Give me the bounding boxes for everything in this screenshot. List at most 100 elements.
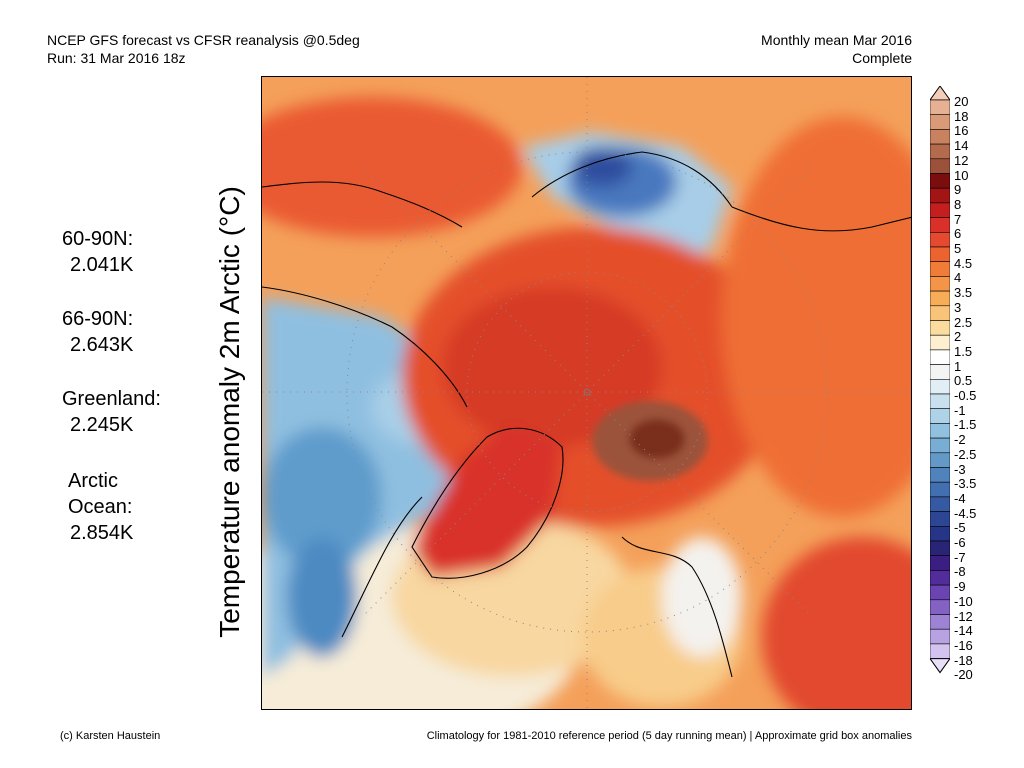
colorbar-segment: [930, 540, 950, 556]
colorbar-tick-label: 6: [954, 226, 962, 242]
header-left: NCEP GFS forecast vs CFSR reanalysis @0.…: [47, 31, 360, 67]
colorbar-tick-label: 16: [954, 123, 969, 139]
colorbar-tick-label: 0.5: [954, 373, 973, 389]
colorbar-segment: [930, 628, 950, 645]
colorbar-segment: [930, 246, 950, 262]
colorbar-tick-label: 18: [954, 108, 969, 124]
graticule: [262, 77, 911, 709]
colorbar-tick-label: -12: [954, 608, 973, 624]
colorbar-max-arrow: [930, 86, 950, 101]
colorbar-tick-label: 2: [954, 329, 962, 345]
colorbar-segment: [930, 99, 950, 115]
colorbar-tick-label: 1: [954, 358, 962, 374]
colorbar-segment: [930, 496, 950, 512]
colorbar-tick-label: -14: [954, 623, 973, 639]
colorbar-tick-label: -18: [954, 652, 973, 668]
colorbar-tick-label: -20: [954, 667, 973, 683]
colorbar-tick-label: 8: [954, 196, 962, 212]
colorbar-tick-label: -3.5: [954, 476, 977, 492]
colorbar-segment: [930, 129, 950, 145]
stat-label: 60-90N:: [62, 228, 134, 250]
colorbar-segment: [930, 378, 950, 395]
colorbar-tick-label: 4.5: [954, 255, 973, 271]
colorbar-tick-label: 4: [954, 270, 962, 286]
colorbar-segment: [930, 158, 950, 174]
credit: (c) Karsten Haustein: [60, 730, 161, 742]
colorbar-segment: [930, 643, 950, 659]
map-title: NCEP GFS forecast vs CFSR reanalysis @0.…: [47, 32, 360, 48]
colorbar-segment: [930, 437, 950, 454]
colorbar-tick-label: -2.5: [954, 446, 977, 462]
status-label: Complete: [852, 50, 912, 66]
colorbar-tick-label: -2: [954, 432, 966, 448]
colorbar-segment: [930, 570, 950, 586]
colorbar-tick-label: -16: [954, 637, 973, 653]
colorbar-segment: [930, 320, 950, 336]
colorbar-tick-label: 1.5: [954, 343, 973, 359]
colorbar-tick-label: -9: [954, 579, 966, 595]
run-time: Run: 31 Mar 2016 18z: [47, 50, 186, 66]
colorbar-segment: [930, 187, 950, 204]
colorbar-segment: [930, 467, 950, 483]
colorbar-tick-label: 3: [954, 299, 962, 315]
colorbar-min-arrow: [930, 658, 950, 674]
stat-label: 66-90N:: [62, 308, 134, 330]
colorbar-tick-label: 14: [954, 138, 969, 154]
colorbar-tick-label: -5: [954, 520, 966, 536]
coastlines: [262, 151, 911, 678]
colorbar-segment: [930, 349, 950, 365]
colorbar-segment: [930, 614, 950, 630]
stat-66-90n: 66-90N: 2.643K: [62, 306, 133, 358]
colorbar-tick-label: -1.5: [954, 417, 977, 433]
footnote: Climatology for 1981-2010 reference peri…: [426, 730, 912, 742]
colorbar-segment: [930, 305, 950, 321]
stat-value: 2.245K: [70, 414, 134, 436]
colorbar-segment: [930, 334, 950, 351]
header-right: Monthly mean Mar 2016 Complete: [761, 31, 912, 67]
colorbar-segment: [930, 261, 950, 277]
colorbar-segment: [930, 143, 950, 160]
colorbar-segment: [930, 452, 950, 468]
colorbar-tick-label: -10: [954, 593, 973, 609]
axis-label: Temperature anomaly 2m Arctic (°C): [214, 186, 245, 638]
colorbar-tick-label: -7: [954, 549, 966, 565]
colorbar-segment: [930, 290, 950, 307]
stat-greenland: Greenland: 2.245K: [62, 386, 161, 438]
period-label: Monthly mean Mar 2016: [761, 32, 912, 48]
colorbar-segment: [930, 364, 950, 380]
colorbar-tick-label: -6: [954, 535, 966, 550]
colorbar-segment: [930, 525, 950, 542]
stat-value: 2.854K: [70, 522, 134, 544]
colorbar-tick-label: 20: [954, 94, 969, 109]
colorbar-tick-label: 7: [954, 211, 962, 227]
colorbar-tick-label: 3.5: [954, 285, 973, 301]
stat-label-2: Ocean:: [68, 496, 133, 518]
colorbar-segment: [930, 584, 950, 601]
colorbar-segment: [930, 217, 950, 233]
colorbar-segment: [930, 173, 950, 189]
map-canvas: [262, 77, 911, 709]
colorbar-tick-label: 5: [954, 241, 962, 256]
colorbar-tick-label: -1: [954, 402, 966, 418]
colorbar-segment: [930, 423, 950, 439]
stat-value: 2.643K: [70, 334, 134, 356]
stat-label: Arctic: [68, 470, 118, 492]
colorbar-tick-label: 9: [954, 182, 962, 198]
anomaly-map: [261, 76, 912, 710]
stat-60-90n: 60-90N: 2.041K: [62, 226, 133, 278]
colorbar-tick-label: -0.5: [954, 388, 977, 403]
colorbar-segment: [930, 276, 950, 292]
colorbar-tick-label: -3: [954, 461, 966, 477]
colorbar-segment: [930, 481, 950, 498]
colorbar-tick-label: 12: [954, 152, 969, 168]
colorbar-segment: [930, 555, 950, 571]
colorbar-segment: [930, 408, 950, 424]
colorbar-tick-label: -4.5: [954, 505, 977, 521]
colorbar: [930, 86, 950, 674]
colorbar-tick-label: 2.5: [954, 314, 973, 330]
colorbar-tick-label: 10: [954, 167, 969, 183]
north-pole-marker: [583, 388, 591, 396]
colorbar-tick-label: -4: [954, 490, 966, 506]
stat-arctic-ocean: Arctic Ocean: 2.854K: [68, 468, 133, 546]
colorbar-segment: [930, 202, 950, 218]
